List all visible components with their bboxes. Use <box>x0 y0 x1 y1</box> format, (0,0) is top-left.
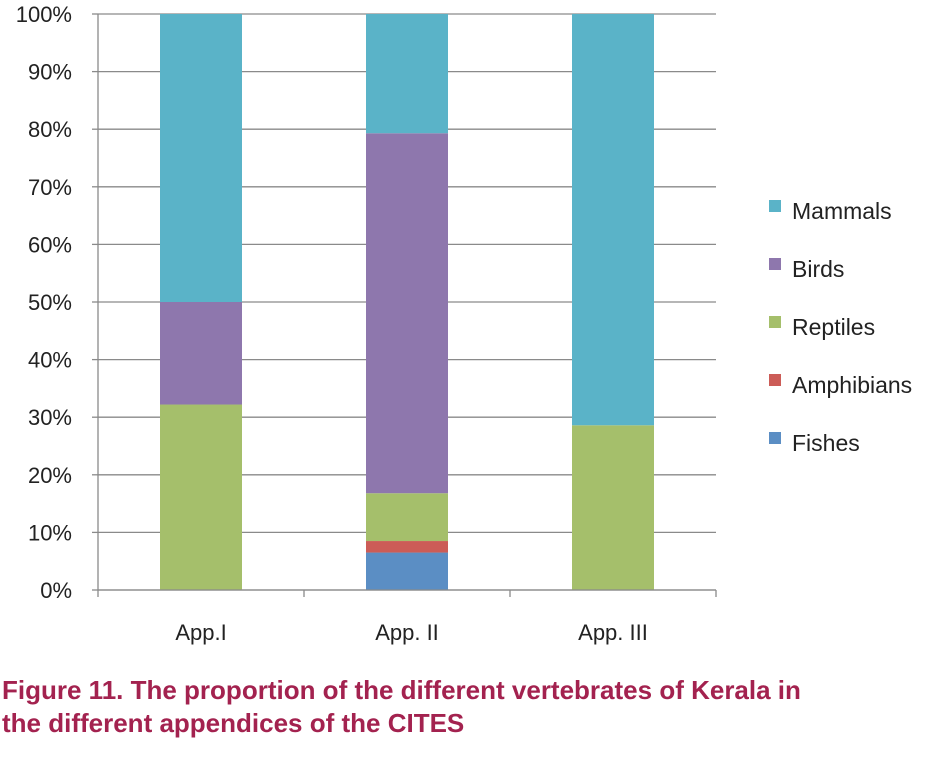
bar-segment-reptiles <box>572 425 654 590</box>
legend-swatch-reptiles <box>769 316 781 328</box>
legend-swatch-amphibians <box>769 374 781 386</box>
bar-segment-reptiles <box>160 404 242 590</box>
bar-segment-birds <box>366 133 448 494</box>
x-category-label: App. II <box>375 620 439 645</box>
y-tick-label: 30% <box>28 405 72 430</box>
bar-segment-fishes <box>366 552 448 590</box>
axes <box>92 13 717 597</box>
y-tick-label: 60% <box>28 232 72 257</box>
y-tick-label: 10% <box>28 520 72 545</box>
y-tick-label: 100% <box>16 2 72 27</box>
x-category-label: App.I <box>175 620 226 645</box>
legend: Mammals Birds Reptiles Amphibians Fishes <box>769 198 912 456</box>
x-axis-category-labels: App.I App. II App. III <box>175 620 648 645</box>
bar-segment-reptiles <box>366 493 448 542</box>
legend-label: Fishes <box>792 430 860 456</box>
bar-segment-mammals <box>572 14 654 426</box>
bar-segment-amphibians <box>366 541 448 553</box>
legend-swatch-mammals <box>769 200 781 212</box>
bar-segment-birds <box>160 302 242 405</box>
bar-segment-mammals <box>160 14 242 302</box>
y-tick-label: 40% <box>28 348 72 373</box>
legend-swatch-birds <box>769 258 781 270</box>
bar-segment-mammals <box>366 14 448 134</box>
legend-label: Mammals <box>792 198 892 224</box>
y-tick-label: 90% <box>28 60 72 85</box>
y-tick-label: 80% <box>28 117 72 142</box>
bars <box>160 14 654 590</box>
figure-caption: Figure 11. The proportion of the differe… <box>2 674 942 740</box>
legend-swatch-fishes <box>769 432 781 444</box>
y-tick-label: 20% <box>28 463 72 488</box>
y-tick-label: 50% <box>28 290 72 315</box>
y-tick-label: 0% <box>40 578 72 603</box>
legend-label: Reptiles <box>792 314 875 340</box>
stacked-bar-chart: 0%10%20%30%40%50%60%70%80%90%100% App.I A… <box>16 2 912 645</box>
caption-line-1: Figure 11. The proportion of the differe… <box>2 675 801 705</box>
y-tick-label: 70% <box>28 175 72 200</box>
x-category-label: App. III <box>578 620 648 645</box>
caption-line-2: the different appendices of the CITES <box>2 708 465 738</box>
y-axis-tick-labels: 0% 10% 20% 30% 40% 50% 60% 70% 80% 90% 100% <box>16 2 72 603</box>
legend-label: Amphibians <box>792 372 912 398</box>
legend-label: Birds <box>792 256 844 282</box>
